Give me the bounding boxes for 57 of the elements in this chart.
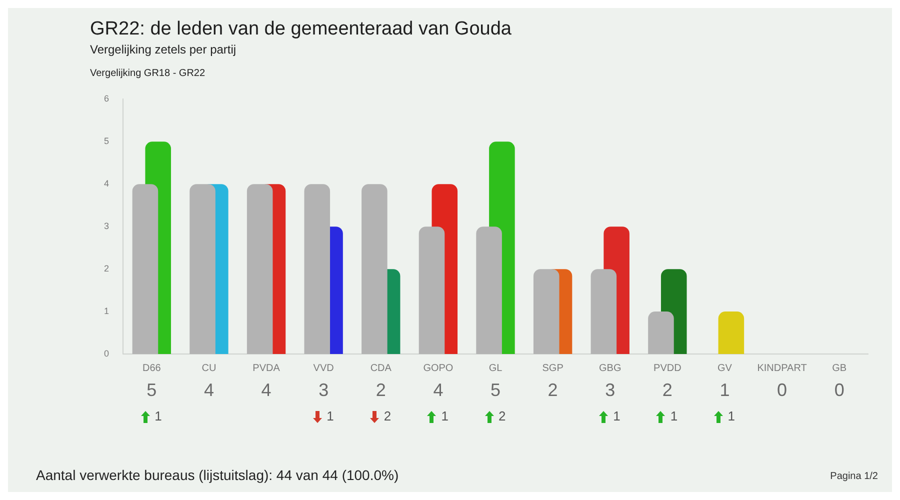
x-tick-label: GB <box>832 362 847 374</box>
x-tick-label: GL <box>488 362 503 374</box>
text: 1 <box>326 408 334 424</box>
x-tick-label: GBG <box>599 362 622 374</box>
x-tick-label: CDA <box>370 362 392 374</box>
data-label: 0 <box>777 380 788 400</box>
bar <box>304 184 330 354</box>
data-label: 0 <box>834 380 844 400</box>
y-tick-label: 3 <box>104 221 110 232</box>
text: 1 <box>670 408 678 424</box>
bar <box>246 184 273 354</box>
text: 2 <box>498 408 506 424</box>
data-label: 2 <box>548 380 558 400</box>
y-tick-label: 6 <box>104 94 110 104</box>
text: 1 <box>728 408 735 424</box>
x-tick-label: SGP <box>542 362 564 374</box>
text: 2 <box>384 408 392 424</box>
bar <box>190 184 216 354</box>
text: 1 <box>154 408 162 424</box>
text: Aantal verwerkte bureaus (lijstuitslag): 44 van 44 (100.0%) <box>36 466 399 483</box>
x-tick-label: PVDD <box>654 362 682 374</box>
bar <box>533 269 560 354</box>
data-label: 1 <box>720 380 730 400</box>
bar <box>476 226 502 354</box>
x-tick-label: D66 <box>142 362 162 374</box>
bar <box>418 226 445 354</box>
data-label: 2 <box>376 380 386 400</box>
text: 1 <box>613 408 620 424</box>
x-tick-label: KINDPART <box>757 362 807 374</box>
x-tick-label: GV <box>718 362 732 374</box>
y-tick-label: 4 <box>104 178 110 189</box>
data-label: 4 <box>261 380 272 400</box>
data-label: 4 <box>204 380 214 400</box>
text: Vergelijking GR18 - GR22 <box>90 68 206 79</box>
y-tick-label: 1 <box>104 306 110 316</box>
chart-title: GR22: de leden van de gemeenteraad van Gouda <box>90 18 512 40</box>
x-tick-label: CU <box>202 362 216 374</box>
data-label: 4 <box>433 380 444 400</box>
text: 1 <box>441 408 448 424</box>
y-tick-label: 0 <box>104 348 110 358</box>
data-label: 3 <box>605 380 616 400</box>
x-tick-label: PVDA <box>252 362 280 374</box>
x-tick-label: VVD <box>313 362 334 374</box>
bar <box>718 312 744 354</box>
chart-subtitle: Vergelijking zetels per partij <box>90 42 236 56</box>
bar <box>648 312 674 354</box>
text: Pagina 1/2 <box>830 470 878 482</box>
bar <box>590 269 617 354</box>
bar <box>362 184 388 354</box>
y-tick-label: 5 <box>104 136 110 146</box>
data-label: 2 <box>662 380 672 400</box>
data-label: 5 <box>490 380 501 400</box>
data-label: 3 <box>318 380 329 400</box>
data-label: 5 <box>146 380 157 400</box>
bar <box>132 184 158 354</box>
x-tick-label: GOPO <box>423 362 454 374</box>
y-tick-label: 2 <box>104 264 110 274</box>
